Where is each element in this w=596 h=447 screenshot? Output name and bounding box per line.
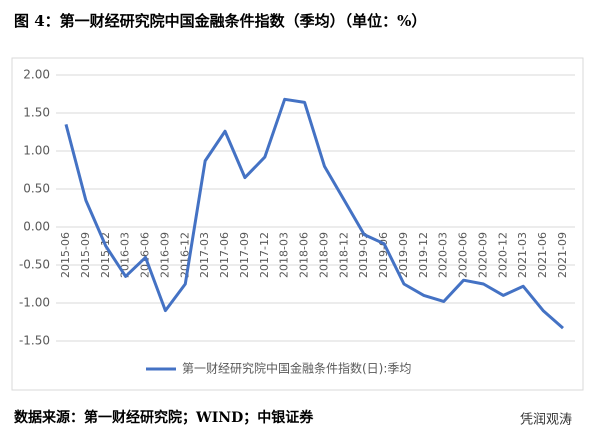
source-note: 数据来源：第一财经研究院；WIND；中银证券 xyxy=(14,409,314,426)
watermark: 凭润观涛 xyxy=(520,412,572,428)
x-tick-label: 2018-09 xyxy=(317,232,330,278)
y-tick-label: 0.50 xyxy=(23,182,50,196)
x-tick-label: 2017-06 xyxy=(218,232,231,278)
x-tick-label: 2020-06 xyxy=(457,232,470,278)
chart-title: 图 4：第一财经研究院中国金融条件指数（季均）（单位：%） xyxy=(14,12,426,30)
x-tick-label: 2019-12 xyxy=(417,232,430,278)
data-line xyxy=(64,97,564,330)
y-tick-label: -0.50 xyxy=(19,258,50,272)
x-tick-label: 2020-03 xyxy=(437,232,450,278)
x-tick-label: 2015-12 xyxy=(99,232,112,278)
x-tick-label: 2021-03 xyxy=(516,232,529,278)
y-tick-label: -1.00 xyxy=(19,296,50,310)
y-tick-label: 0.00 xyxy=(23,220,50,234)
x-tick-label: 2020-12 xyxy=(496,232,509,278)
x-tick-label: 2016-09 xyxy=(158,232,171,278)
x-tick-label: 2018-03 xyxy=(278,232,291,278)
x-tick-label: 2021-09 xyxy=(556,232,569,278)
y-tick-label: 2.00 xyxy=(23,68,50,82)
x-tick-label: 2018-06 xyxy=(298,232,311,278)
x-tick-label: 2018-12 xyxy=(337,232,350,278)
x-tick-label: 2016-03 xyxy=(119,232,132,278)
x-tick-label: 2015-09 xyxy=(79,232,92,278)
legend-label: 第一财经研究院中国金融条件指数(日):季均 xyxy=(182,361,411,376)
x-tick-label: 2015-06 xyxy=(59,232,72,278)
x-tick-label: 2017-12 xyxy=(258,232,271,278)
chart-frame xyxy=(11,57,584,391)
x-tick-label: 2019-09 xyxy=(397,232,410,278)
x-tick-label: 2017-03 xyxy=(198,232,211,278)
y-tick-label: -1.50 xyxy=(19,334,50,348)
x-tick-label: 2020-09 xyxy=(476,232,489,278)
y-tick-label: 1.50 xyxy=(23,106,50,120)
y-tick-label: 1.00 xyxy=(23,144,50,158)
x-tick-label: 2021-06 xyxy=(536,232,549,278)
x-tick-label: 2019-03 xyxy=(357,232,370,278)
x-tick-label: 2017-09 xyxy=(238,232,251,278)
